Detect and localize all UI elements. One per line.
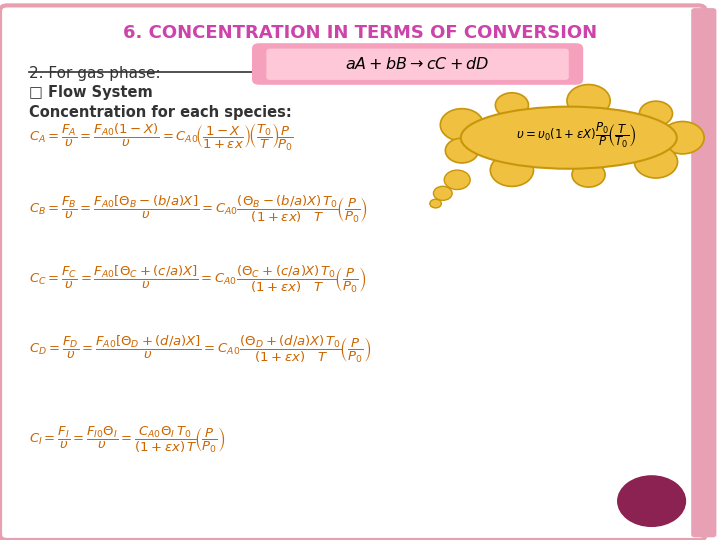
Circle shape (495, 93, 528, 118)
FancyBboxPatch shape (0, 5, 706, 540)
Circle shape (433, 186, 452, 200)
Circle shape (572, 162, 605, 187)
Circle shape (617, 475, 686, 527)
Ellipse shape (461, 106, 677, 168)
Circle shape (446, 138, 479, 163)
Circle shape (490, 154, 534, 186)
Text: Concentration for each species:: Concentration for each species: (29, 105, 292, 120)
Circle shape (567, 85, 610, 117)
Circle shape (661, 122, 704, 154)
Text: □ Flow System: □ Flow System (29, 85, 153, 100)
Text: $\upsilon = \upsilon_0(1+\varepsilon X)\dfrac{P_0}{P}\!\left(\dfrac{T}{T_0}\righ: $\upsilon = \upsilon_0(1+\varepsilon X)\… (516, 120, 636, 151)
Text: $C_I = \dfrac{F_I}{\upsilon} = \dfrac{F_{I0}\Theta_I}{\upsilon} = \dfrac{C_{A0}\: $C_I = \dfrac{F_I}{\upsilon} = \dfrac{F_… (29, 425, 225, 455)
Text: 2. For gas phase:: 2. For gas phase: (29, 66, 161, 81)
Circle shape (634, 146, 678, 178)
FancyBboxPatch shape (266, 49, 569, 80)
FancyBboxPatch shape (252, 43, 583, 85)
Circle shape (441, 109, 484, 141)
FancyBboxPatch shape (691, 8, 716, 537)
Circle shape (444, 170, 470, 190)
Text: 6. CONCENTRATION IN TERMS OF CONVERSION: 6. CONCENTRATION IN TERMS OF CONVERSION (123, 24, 597, 42)
Text: $C_B = \dfrac{F_B}{\upsilon} = \dfrac{F_{A0}[\Theta_B-(b/a)X]}{\upsilon} = C_{A0: $C_B = \dfrac{F_B}{\upsilon} = \dfrac{F_… (29, 193, 368, 225)
Circle shape (430, 199, 441, 208)
Circle shape (639, 101, 672, 126)
Text: $C_D = \dfrac{F_D}{\upsilon} = \dfrac{F_{A0}[\Theta_D+(d/a)X]}{\upsilon} = C_{A0: $C_D = \dfrac{F_D}{\upsilon} = \dfrac{F_… (29, 334, 371, 365)
Text: $C_C = \dfrac{F_C}{\upsilon} = \dfrac{F_{A0}[\Theta_C+(c/a)X]}{\upsilon} = C_{A0: $C_C = \dfrac{F_C}{\upsilon} = \dfrac{F_… (29, 264, 366, 295)
Text: $aA + bB \rightarrow cC + dD$: $aA + bB \rightarrow cC + dD$ (346, 56, 490, 72)
Text: $C_A = \dfrac{F_A}{\upsilon} = \dfrac{F_{A0}(1-X)}{\upsilon} = C_{A0}\!\left(\df: $C_A = \dfrac{F_A}{\upsilon} = \dfrac{F_… (29, 122, 294, 153)
